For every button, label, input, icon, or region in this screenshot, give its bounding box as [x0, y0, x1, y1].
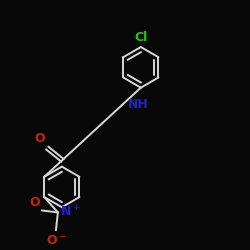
Text: N$^+$: N$^+$ — [60, 204, 80, 220]
Text: NH: NH — [128, 98, 148, 111]
Text: O: O — [29, 196, 40, 209]
Text: Cl: Cl — [134, 31, 147, 44]
Text: O$^-$: O$^-$ — [46, 234, 66, 247]
Text: O: O — [34, 132, 44, 144]
